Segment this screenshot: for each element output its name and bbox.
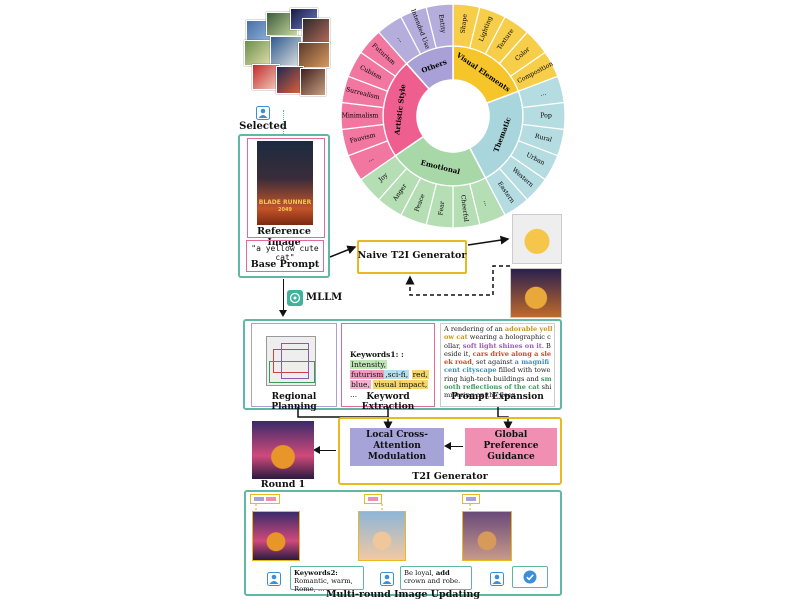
poster-subtitle: 2049 xyxy=(278,207,292,213)
round4-tag xyxy=(462,494,480,504)
reference-image-caption: Reference Image xyxy=(257,226,311,248)
wheel-outer-label: Pop xyxy=(540,113,552,120)
region-box-green xyxy=(269,361,315,383)
naive-generator-box xyxy=(357,240,467,274)
multiround-connectors xyxy=(255,504,471,511)
reference-image-frame xyxy=(247,138,325,238)
reference-block xyxy=(238,134,330,278)
expansion-part: adorable yellow cat xyxy=(444,325,553,342)
poster-title: BLADE RUNNER xyxy=(258,199,312,206)
user-icon xyxy=(256,106,270,120)
global-preference-box xyxy=(465,428,557,466)
dotted-connector xyxy=(283,110,284,136)
kw-visual-impact: visual impact, xyxy=(373,380,429,389)
expansion-part: cars drive along a sleek road xyxy=(444,349,552,367)
regional-planning-panel xyxy=(251,323,337,407)
approve-check-icon xyxy=(523,570,537,584)
t2i-generator-block xyxy=(338,417,562,485)
feedback2-bubble: Be loyal, add crown and robe. xyxy=(400,566,472,590)
prompt-expansion-caption: Prompt Expansion xyxy=(451,392,544,402)
user-icon-2 xyxy=(380,572,394,586)
expansion-part: filled with towering high-tech buildings… xyxy=(444,366,551,383)
global-preference-label: Global Preference Guidance xyxy=(483,430,539,462)
kw-ellipsis: ... xyxy=(350,390,358,399)
wheel-outer-label: ... xyxy=(540,90,547,98)
kw-red: red, xyxy=(411,370,429,379)
round2-tag xyxy=(250,494,280,504)
expansion-part: shimmering on the floor. xyxy=(444,383,552,400)
prompt-expansion-panel xyxy=(440,323,555,407)
naive-generator-label: Naive T2I Generator xyxy=(357,250,467,261)
feedback1-bubble: Keywords2: Romantic, warm, Rome, ... xyxy=(290,566,364,593)
wheel-outer-label: Fear xyxy=(437,201,446,216)
wheel-outer-label: Minimalism xyxy=(342,113,379,120)
wheel-center xyxy=(417,80,489,152)
wheel-outer-label: ... xyxy=(366,155,375,164)
naive-output-cat-plain xyxy=(512,214,562,264)
mllm-arrow xyxy=(283,279,284,313)
kw-intensity: Intensity, xyxy=(350,360,387,369)
round1-image xyxy=(252,421,314,479)
multiround-caption: Multi-round Image Updating xyxy=(326,589,480,600)
kw-futurism: futurism xyxy=(350,370,385,379)
prompt-expansion-text: A rendering of an adorable yellow cat we… xyxy=(444,325,553,400)
expansion-part: wearing a holographic collar, xyxy=(444,333,551,350)
selected-caption: Selected xyxy=(239,121,287,132)
regional-planning-diagram xyxy=(266,336,316,386)
keyword-extraction-panel xyxy=(341,323,435,407)
multiround-block xyxy=(244,490,562,596)
wheel-outer-label: ... xyxy=(482,199,491,207)
kw-blue: blue, xyxy=(350,380,371,389)
expansion-part: . Beside it, xyxy=(444,341,551,358)
round4-image xyxy=(462,511,512,561)
analysis-block xyxy=(243,319,562,410)
base-prompt-text: "a yellow cute cat" xyxy=(251,244,319,262)
naive-output-cat-city xyxy=(510,268,562,318)
wheel-outer-label: Rural xyxy=(534,133,552,144)
reference-image-poster: BLADE RUNNER 2049 xyxy=(257,141,313,225)
expansion-part: soft light shines on it xyxy=(462,341,542,350)
selected-image-collage xyxy=(240,6,332,106)
wheel-outer-segment xyxy=(425,3,454,49)
user-icon-1 xyxy=(267,572,281,586)
wheel-outer-label: Cheerful xyxy=(459,194,469,222)
wheel-outer-label: Shape xyxy=(460,13,469,34)
round1-caption: Round 1 xyxy=(260,479,306,490)
wheel-outer-label: ... xyxy=(396,35,405,44)
round3-tag xyxy=(364,494,382,504)
expansion-part: a magnificent cityscape xyxy=(444,358,550,375)
kw-scifi: ,sci-fi, xyxy=(384,370,410,379)
expansion-part: A rendering of an xyxy=(444,325,505,333)
expansion-part: smooth reflections of the cat xyxy=(444,374,552,392)
gpt-icon xyxy=(287,290,303,306)
expansion-part: , set against xyxy=(471,358,515,367)
local-cross-attention-box xyxy=(350,428,444,466)
keywords1-text: Keywords1: : Intensity, futurism ,sci-fi,… xyxy=(350,350,429,399)
t2i-generator-caption: T2I Generator xyxy=(412,471,488,482)
feedback3-bubble xyxy=(512,566,548,588)
round3-image xyxy=(358,511,406,561)
local-cross-attention-label: Local Cross-Attention Modulation xyxy=(366,430,428,462)
arrows-naive xyxy=(329,235,510,296)
base-prompt-caption: Base Prompt xyxy=(250,259,320,270)
regional-planning-caption: Regional Planning xyxy=(271,392,317,412)
base-prompt-frame xyxy=(246,240,324,272)
wheel-outer-label: Entity xyxy=(437,14,446,34)
round2-image xyxy=(252,511,300,561)
mllm-label: MLLM xyxy=(306,292,343,303)
user-icon-3 xyxy=(490,572,504,586)
